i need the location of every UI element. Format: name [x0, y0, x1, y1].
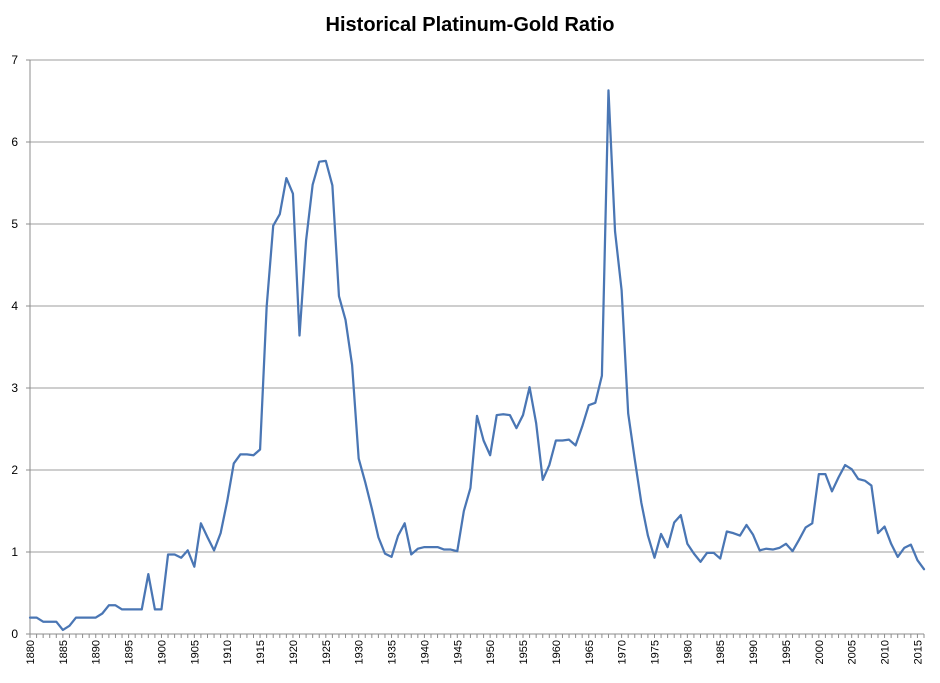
gridlines [30, 59, 924, 553]
y-tick-label: 6 [11, 135, 18, 149]
x-tick-label: 1905 [189, 640, 201, 664]
y-tick-label: 1 [11, 545, 18, 559]
x-tick-label: 1920 [288, 640, 300, 664]
x-tick-label: 2000 [814, 640, 826, 664]
x-tick-label: 1980 [682, 640, 694, 664]
x-tick-labels: 1880 1885 1890 1895 1900 1905 1910 1915 1920 1925… [25, 640, 924, 664]
axes [26, 59, 925, 638]
x-tick-label: 1895 [124, 640, 136, 664]
x-tick-label: 1900 [156, 640, 168, 664]
y-tick-label: 2 [11, 463, 18, 477]
x-tick-label: 1885 [58, 640, 70, 664]
x-tick-label: 1995 [781, 640, 793, 664]
y-tick-label: 7 [11, 53, 18, 67]
x-tick-label: 2015 [912, 640, 924, 664]
x-tick-label: 1925 [321, 640, 333, 664]
x-tick-label: 1990 [748, 640, 760, 664]
x-tick-label: 1910 [222, 640, 234, 664]
x-tick-label: 1930 [354, 640, 366, 664]
x-tick-label: 1890 [91, 640, 103, 664]
x-tick-label: 1915 [255, 640, 267, 664]
x-tick-label: 1955 [518, 640, 530, 664]
x-tick-label: 1970 [617, 640, 629, 664]
y-tick-label: 3 [11, 381, 18, 395]
x-tick-label: 1975 [649, 640, 661, 664]
chart-title: Historical Platinum-Gold Ratio [325, 14, 615, 36]
y-tick-labels: 0 1 2 3 4 5 6 7 [11, 53, 18, 641]
series-line [28, 89, 926, 632]
x-tick-label: 1945 [452, 640, 464, 664]
x-tick-label: 1960 [551, 640, 563, 664]
y-tick-label: 5 [11, 217, 18, 231]
x-tick-label: 1965 [584, 640, 596, 664]
x-tick-label: 1880 [25, 640, 37, 664]
x-tick-label: 2005 [847, 640, 859, 664]
x-tick-label: 1950 [485, 640, 497, 664]
x-tick-label: 2010 [880, 640, 892, 664]
series-layer [28, 89, 926, 632]
y-tick-label: 4 [11, 299, 18, 313]
x-tick-label: 1935 [387, 640, 399, 664]
y-tick-label: 0 [11, 627, 18, 641]
x-tick-label: 1985 [715, 640, 727, 664]
x-tick-label: 1940 [419, 640, 431, 664]
